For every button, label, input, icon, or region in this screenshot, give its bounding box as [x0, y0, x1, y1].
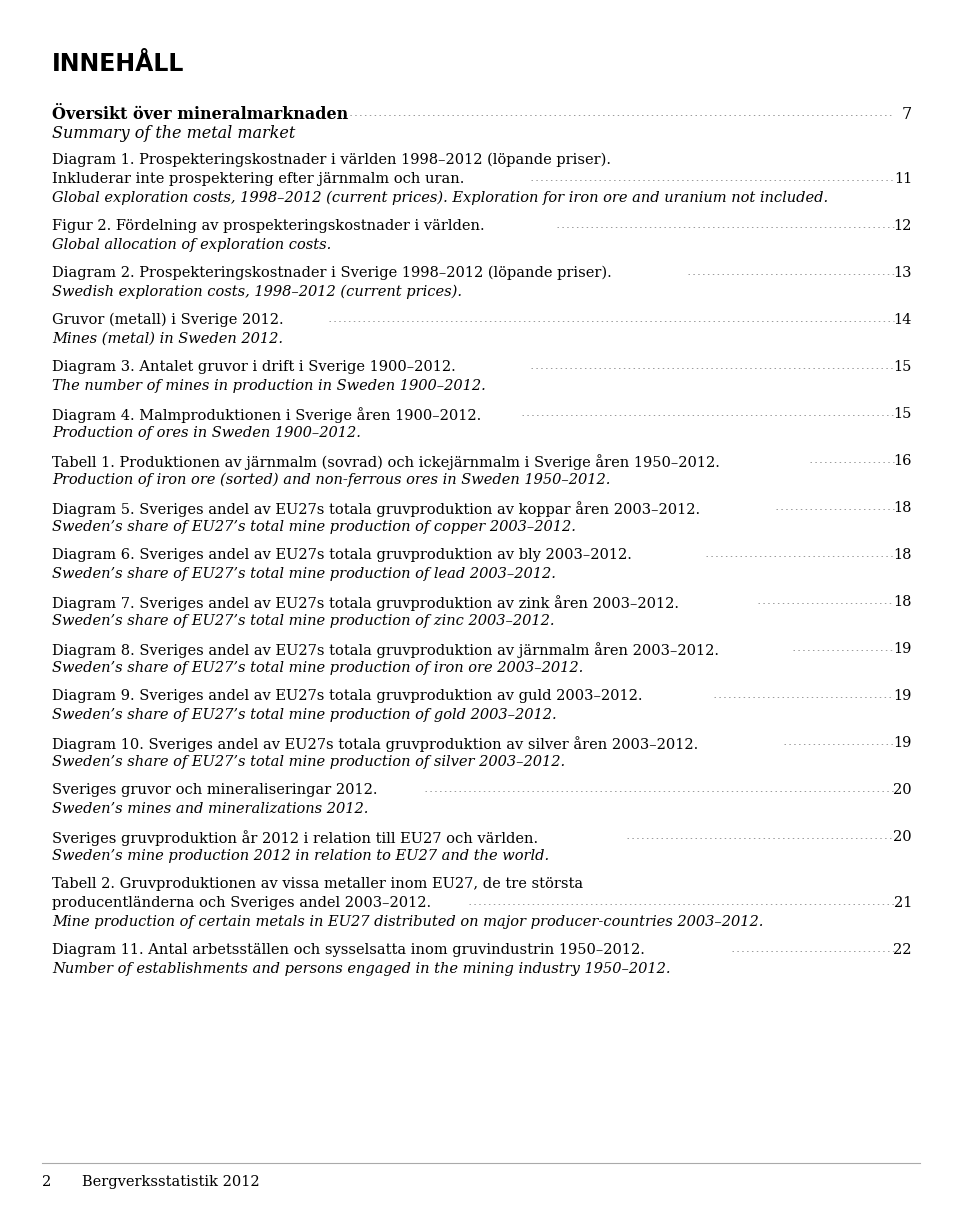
Text: 18: 18 [894, 548, 912, 562]
Text: 20: 20 [894, 830, 912, 843]
Text: Production of iron ore (sorted) and non-ferrous ores in Sweden 1950–2012.: Production of iron ore (sorted) and non-… [52, 472, 611, 487]
Text: Sweden’s share of EU27’s total mine production of lead 2003–2012.: Sweden’s share of EU27’s total mine prod… [52, 567, 556, 581]
Text: Sveriges gruvor och mineraliseringar 2012.: Sveriges gruvor och mineraliseringar 201… [52, 783, 377, 797]
Text: Diagram 10. Sveriges andel av EU27s totala gruvproduktion av silver åren 2003–20: Diagram 10. Sveriges andel av EU27s tota… [52, 736, 698, 752]
Text: producentländerna och Sveriges andel 2003–2012.: producentländerna och Sveriges andel 200… [52, 896, 431, 910]
Text: Sveriges gruvproduktion år 2012 i relation till EU27 och världen.: Sveriges gruvproduktion år 2012 i relati… [52, 830, 539, 846]
Text: 15: 15 [894, 360, 912, 374]
Text: 16: 16 [894, 454, 912, 467]
Text: 18: 18 [894, 501, 912, 515]
Text: Diagram 4. Malmproduktionen i Sverige åren 1900–2012.: Diagram 4. Malmproduktionen i Sverige år… [52, 406, 481, 422]
Text: Diagram 6. Sveriges andel av EU27s totala gruvproduktion av bly 2003–2012.: Diagram 6. Sveriges andel av EU27s total… [52, 548, 632, 562]
Text: 18: 18 [894, 595, 912, 608]
Text: Diagram 1. Prospekteringskostnader i världen 1998–2012 (löpande priser).: Diagram 1. Prospekteringskostnader i vär… [52, 153, 611, 167]
Text: Sweden’s share of EU27’s total mine production of iron ore 2003–2012.: Sweden’s share of EU27’s total mine prod… [52, 661, 584, 674]
Text: Diagram 8. Sveriges andel av EU27s totala gruvproduktion av järnmalm åren 2003–2: Diagram 8. Sveriges andel av EU27s total… [52, 641, 719, 657]
Text: Figur 2. Fördelning av prospekteringskostnader i världen.: Figur 2. Fördelning av prospekteringskos… [52, 219, 485, 232]
Text: Sweden’s share of EU27’s total mine production of gold 2003–2012.: Sweden’s share of EU27’s total mine prod… [52, 708, 557, 722]
Text: Diagram 7. Sveriges andel av EU27s totala gruvproduktion av zink åren 2003–2012.: Diagram 7. Sveriges andel av EU27s total… [52, 595, 679, 611]
Text: Sweden’s share of EU27’s total mine production of silver 2003–2012.: Sweden’s share of EU27’s total mine prod… [52, 755, 565, 769]
Text: Summary of the metal market: Summary of the metal market [52, 125, 296, 142]
Text: Översikt över mineralmarknaden: Översikt över mineralmarknaden [52, 106, 348, 123]
Text: Inkluderar inte prospektering efter järnmalm och uran.: Inkluderar inte prospektering efter järn… [52, 172, 465, 186]
Text: 13: 13 [894, 265, 912, 280]
Text: Mine production of certain metals in EU27 distributed on major producer-countrie: Mine production of certain metals in EU2… [52, 915, 763, 929]
Text: 19: 19 [894, 736, 912, 750]
Text: Production of ores in Sweden 1900–2012.: Production of ores in Sweden 1900–2012. [52, 426, 361, 439]
Text: Tabell 1. Produktionen av järnmalm (sovrad) och ickejärnmalm i Sverige åren 1950: Tabell 1. Produktionen av järnmalm (sovr… [52, 454, 720, 470]
Text: Swedish exploration costs, 1998–2012 (current prices).: Swedish exploration costs, 1998–2012 (cu… [52, 285, 462, 299]
Text: Diagram 9. Sveriges andel av EU27s totala gruvproduktion av guld 2003–2012.: Diagram 9. Sveriges andel av EU27s total… [52, 689, 642, 702]
Text: Sweden’s mines and mineralizations 2012.: Sweden’s mines and mineralizations 2012. [52, 802, 369, 815]
Text: Diagram 2. Prospekteringskostnader i Sverige 1998–2012 (löpande priser).: Diagram 2. Prospekteringskostnader i Sve… [52, 265, 612, 280]
Text: Global allocation of exploration costs.: Global allocation of exploration costs. [52, 237, 331, 252]
Text: Sweden’s mine production 2012 in relation to EU27 and the world.: Sweden’s mine production 2012 in relatio… [52, 848, 549, 863]
Text: Number of establishments and persons engaged in the mining industry 1950–2012.: Number of establishments and persons eng… [52, 961, 670, 976]
Text: Bergverksstatistik 2012: Bergverksstatistik 2012 [82, 1174, 259, 1189]
Text: The number of mines in production in Sweden 1900–2012.: The number of mines in production in Swe… [52, 378, 486, 393]
Text: Diagram 5. Sveriges andel av EU27s totala gruvproduktion av koppar åren 2003–201: Diagram 5. Sveriges andel av EU27s total… [52, 501, 700, 517]
Text: Tabell 2. Gruvproduktionen av vissa metaller inom EU27, de tre största: Tabell 2. Gruvproduktionen av vissa meta… [52, 876, 583, 891]
Text: 20: 20 [894, 783, 912, 797]
Text: Sweden’s share of EU27’s total mine production of zinc 2003–2012.: Sweden’s share of EU27’s total mine prod… [52, 613, 555, 628]
Text: 12: 12 [894, 219, 912, 232]
Text: Global exploration costs, 1998–2012 (current prices). Exploration for iron ore a: Global exploration costs, 1998–2012 (cur… [52, 191, 828, 206]
Text: 14: 14 [894, 313, 912, 327]
Text: 19: 19 [894, 689, 912, 702]
Text: 11: 11 [894, 172, 912, 186]
Text: 7: 7 [901, 106, 912, 123]
Text: Gruvor (metall) i Sverige 2012.: Gruvor (metall) i Sverige 2012. [52, 313, 283, 327]
Text: Diagram 3. Antalet gruvor i drift i Sverige 1900–2012.: Diagram 3. Antalet gruvor i drift i Sver… [52, 360, 456, 374]
Text: Diagram 11. Antal arbetsställen och sysselsatta inom gruvindustrin 1950–2012.: Diagram 11. Antal arbetsställen och syss… [52, 943, 645, 957]
Text: 19: 19 [894, 641, 912, 656]
Text: 2: 2 [42, 1174, 51, 1189]
Text: 21: 21 [894, 896, 912, 910]
Text: Mines (metal) in Sweden 2012.: Mines (metal) in Sweden 2012. [52, 332, 283, 346]
Text: 22: 22 [894, 943, 912, 957]
Text: INNEHÅLL: INNEHÅLL [52, 52, 184, 75]
Text: 15: 15 [894, 406, 912, 421]
Text: Sweden’s share of EU27’s total mine production of copper 2003–2012.: Sweden’s share of EU27’s total mine prod… [52, 520, 576, 534]
